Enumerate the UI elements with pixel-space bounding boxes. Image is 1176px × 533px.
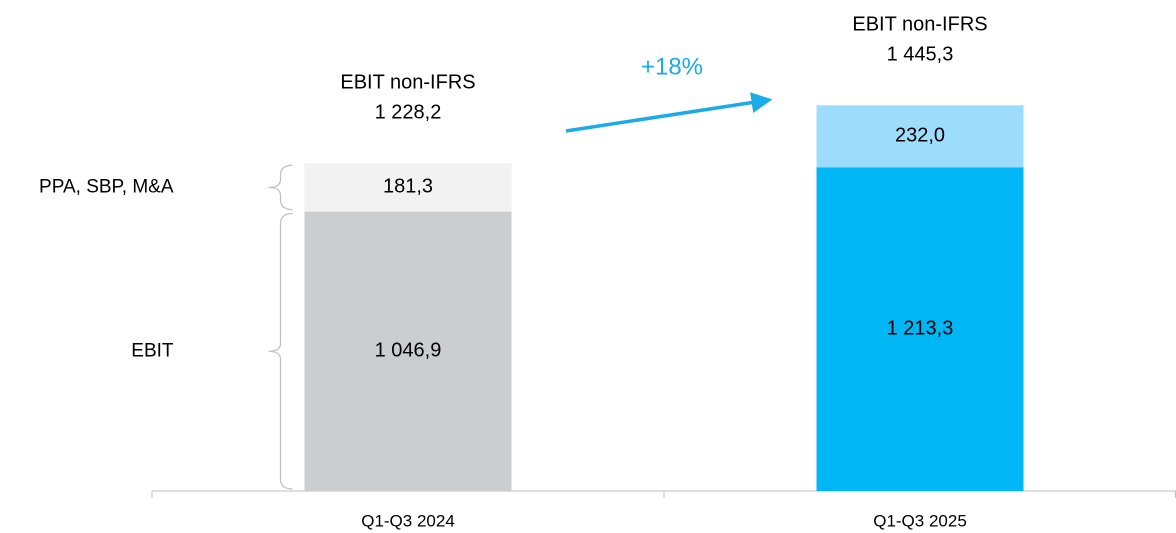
value-label: 1 213,3	[887, 317, 954, 339]
x-tick-label: Q1-Q3 2024	[361, 511, 455, 530]
bar-segment	[816, 167, 1024, 492]
total-title: EBIT non-IFRS	[852, 14, 987, 36]
bar-segment	[304, 211, 512, 491]
brace	[268, 213, 293, 490]
total-label: 1 228,2	[375, 102, 442, 124]
growth-label: +18%	[641, 53, 703, 80]
value-label: 1 046,9	[375, 340, 442, 362]
total-label: 1 445,3	[887, 44, 954, 66]
growth-arrow	[565, 92, 773, 133]
value-label: 232,0	[895, 125, 945, 147]
legend-label: PPA, SBP, M&A	[39, 176, 174, 197]
value-label: 181,3	[383, 176, 433, 198]
bar-segment	[816, 105, 1024, 168]
x-tick-label: Q1-Q3 2025	[873, 511, 967, 530]
brace	[268, 164, 293, 211]
legend-label: EBIT	[131, 340, 174, 361]
bar-segment	[304, 163, 512, 212]
total-title: EBIT non-IFRS	[340, 72, 475, 94]
